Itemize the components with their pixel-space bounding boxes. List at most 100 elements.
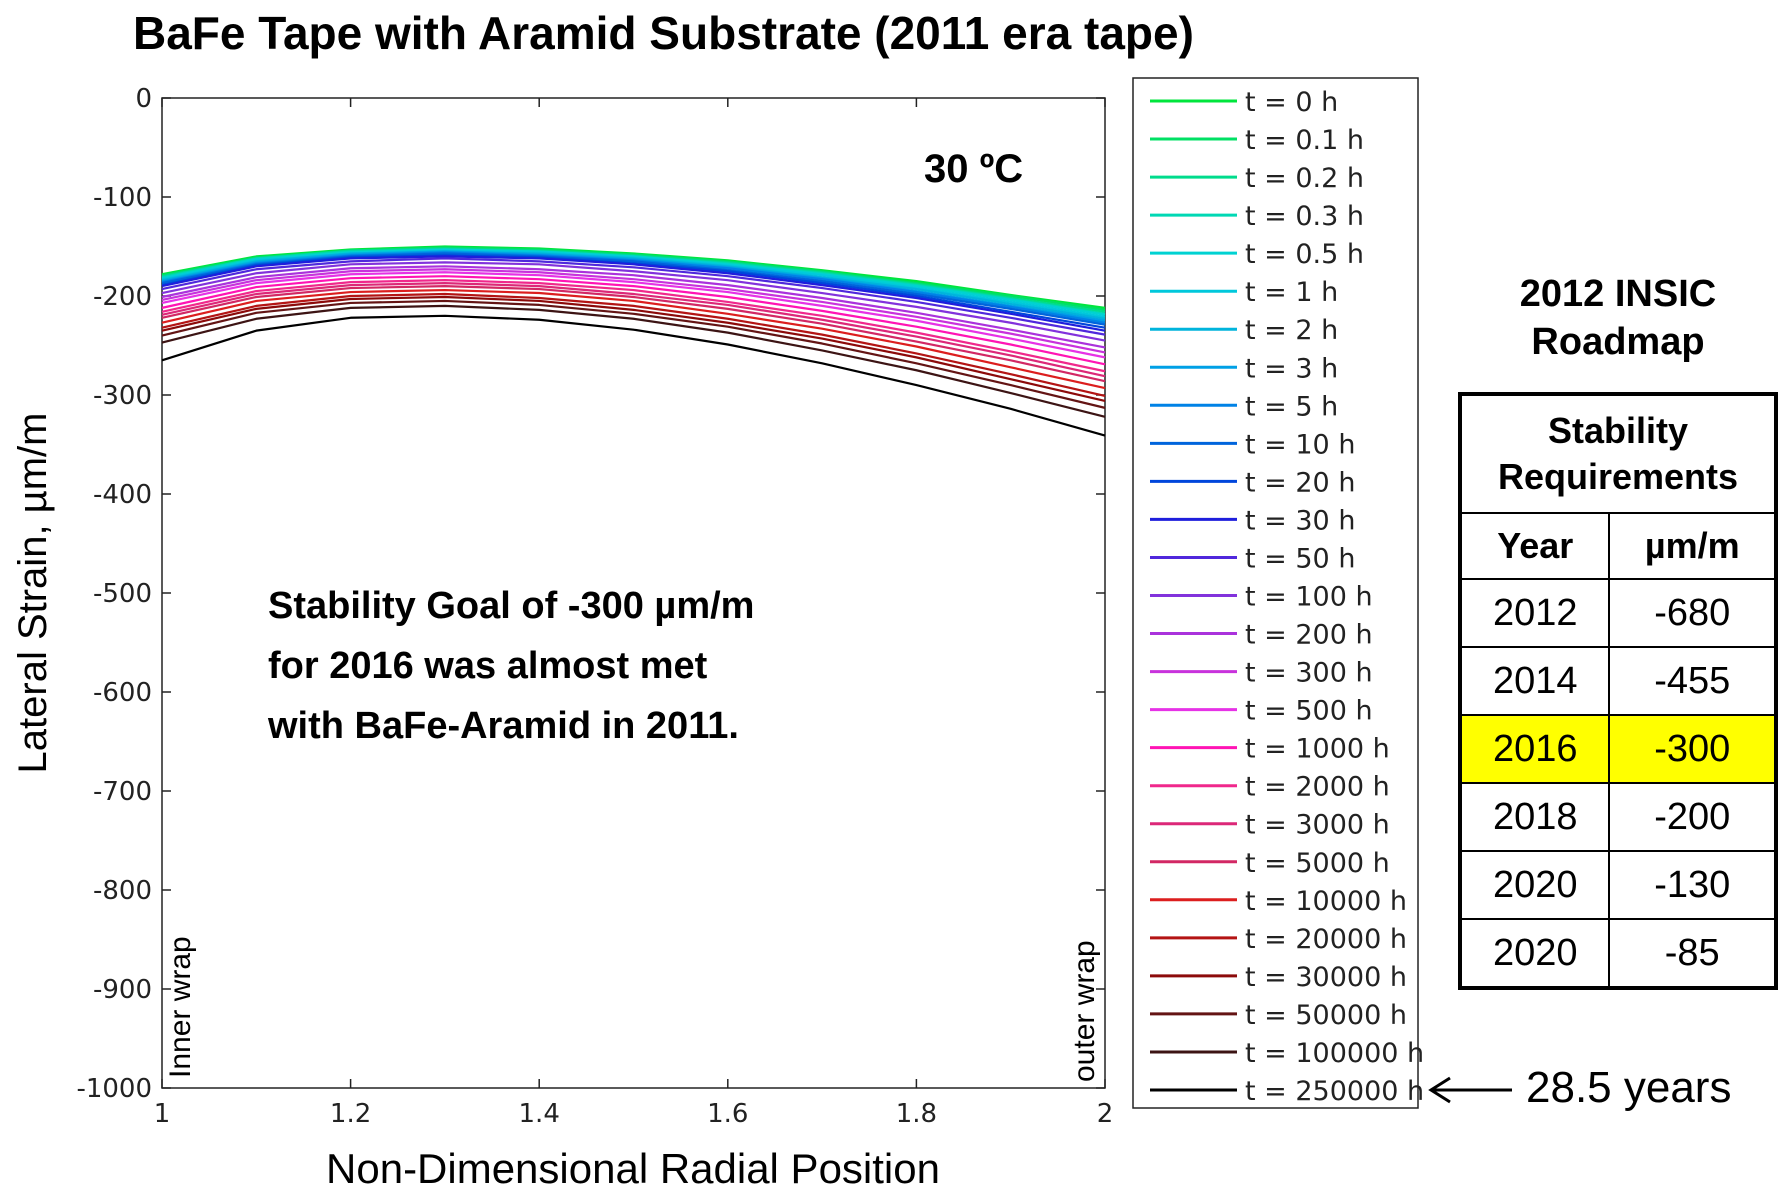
table-header-line-1: Stability bbox=[1547, 410, 1689, 451]
legend-label: t = 0 h bbox=[1245, 87, 1338, 118]
table-row: 2014 -455 bbox=[1458, 646, 1777, 716]
series-line bbox=[161, 295, 1106, 403]
legend-label: t = 30000 h bbox=[1245, 962, 1407, 993]
table-header: Stability Requirements bbox=[1459, 393, 1777, 514]
legend-label: t = 0.5 h bbox=[1245, 239, 1364, 270]
year-cell: 2014 bbox=[1458, 646, 1611, 716]
legend-label: t = 5000 h bbox=[1245, 848, 1390, 879]
year-cell: 2012 bbox=[1458, 578, 1611, 648]
legend-label: t = 500 h bbox=[1245, 696, 1373, 727]
x-tick-label: 1.6 bbox=[707, 1099, 748, 1129]
y-tick-label: -500 bbox=[93, 579, 152, 609]
outer-wrap-label: outer wrap bbox=[1068, 940, 1101, 1082]
value-cell: -680 bbox=[1608, 578, 1777, 648]
y-tick-label: 0 bbox=[135, 84, 152, 114]
legend-label: t = 100 h bbox=[1245, 582, 1373, 613]
series-line bbox=[161, 275, 1106, 366]
table-row: 2020 -130 bbox=[1458, 850, 1777, 920]
year-cell: 2020 bbox=[1458, 850, 1611, 920]
x-axis: 1 1.2 1.4 1.6 1.8 2 bbox=[154, 98, 1114, 1129]
series-lines bbox=[161, 245, 1106, 437]
legend-label: t = 300 h bbox=[1245, 658, 1373, 689]
chart-title: BaFe Tape with Aramid Substrate (2011 er… bbox=[133, 7, 1194, 59]
legend-label: t = 0.1 h bbox=[1245, 125, 1364, 156]
legend-label: t = 100000 h bbox=[1245, 1038, 1424, 1069]
series-line bbox=[161, 268, 1106, 354]
series-line bbox=[161, 314, 1106, 437]
legend-label: t = 200 h bbox=[1245, 620, 1373, 651]
y-axis-label: Lateral Strain, µm/m bbox=[11, 413, 55, 774]
legend-label: t = 10 h bbox=[1245, 429, 1355, 460]
value-cell: -300 bbox=[1608, 714, 1777, 784]
year-cell: 2020 bbox=[1458, 918, 1611, 989]
series-line bbox=[161, 261, 1106, 342]
x-tick-label: 1 bbox=[154, 1099, 171, 1129]
y-axis: 0 -100 -200 -300 -400 -500 -600 -700 -800 -900 -10… bbox=[76, 84, 1105, 1104]
column-header-unit: µm/m bbox=[1608, 512, 1777, 580]
table-body: 2012 -680 2014 -455 2016 -300 2018 -200 2020 -130… bbox=[1458, 578, 1777, 989]
goal-annotation-line-1: Stability Goal of -300 µm/m bbox=[268, 585, 754, 627]
y-tick-label: -900 bbox=[93, 975, 152, 1005]
legend-label: t = 10000 h bbox=[1245, 886, 1407, 917]
stability-requirements-table: Stability Requirements Year µm/m 2012 -68… bbox=[1458, 392, 1778, 990]
legend-label: t = 2000 h bbox=[1245, 772, 1390, 803]
legend-label: t = 20000 h bbox=[1245, 924, 1407, 955]
y-tick-label: -800 bbox=[93, 876, 152, 906]
table-row: 2020 -85 bbox=[1458, 918, 1777, 989]
year-cell: 2016 bbox=[1458, 714, 1611, 784]
series-line bbox=[161, 304, 1106, 418]
series-line bbox=[161, 271, 1106, 359]
y-tick-label: -1000 bbox=[76, 1074, 152, 1104]
x-tick-label: 2 bbox=[1097, 1099, 1114, 1129]
roadmap-title: 2012 INSIC Roadmap bbox=[1458, 270, 1778, 366]
x-axis-label: Non-Dimensional Radial Position bbox=[326, 1145, 940, 1192]
legend-label: t = 3 h bbox=[1245, 353, 1338, 384]
legend-label: t = 1000 h bbox=[1245, 734, 1390, 765]
column-header-year: Year bbox=[1458, 512, 1611, 580]
y-tick-label: -400 bbox=[93, 480, 152, 510]
legend: t = 0 h t = 0.1 h t = 0.2 h t = 0.3 h t = 0.… bbox=[1150, 87, 1424, 1107]
series-line bbox=[161, 292, 1106, 398]
legend-label: t = 250000 h bbox=[1245, 1076, 1424, 1107]
roadmap-title-line-2: Roadmap bbox=[1531, 321, 1705, 363]
y-tick-label: -200 bbox=[93, 282, 152, 312]
series-line bbox=[161, 288, 1106, 390]
value-cell: -200 bbox=[1608, 782, 1777, 852]
x-tick-label: 1.4 bbox=[519, 1099, 560, 1129]
series-line bbox=[161, 279, 1106, 373]
series-line bbox=[161, 299, 1106, 409]
year-cell: 2018 bbox=[1458, 782, 1611, 852]
value-cell: -130 bbox=[1608, 850, 1777, 920]
series-line bbox=[161, 282, 1106, 378]
x-tick-label: 1.2 bbox=[330, 1099, 371, 1129]
inner-wrap-label: Inner wrap bbox=[164, 936, 197, 1078]
arrow-annotation: 28.5 years bbox=[1526, 1063, 1732, 1112]
y-tick-label: -100 bbox=[93, 183, 152, 213]
table-row: 2018 -200 bbox=[1458, 782, 1777, 852]
roadmap-title-line-1: 2012 INSIC bbox=[1519, 273, 1717, 315]
temperature-annotation: 30 ºC bbox=[924, 147, 1023, 191]
legend-box bbox=[1132, 77, 1419, 1109]
value-cell: -85 bbox=[1608, 918, 1777, 989]
goal-annotation-line-2: for 2016 was almost met bbox=[268, 645, 708, 687]
legend-label: t = 0.3 h bbox=[1245, 201, 1364, 232]
legend-label: t = 2 h bbox=[1245, 315, 1338, 346]
legend-label: t = 0.2 h bbox=[1245, 163, 1364, 194]
series-line bbox=[161, 265, 1106, 349]
y-tick-label: -300 bbox=[93, 381, 152, 411]
legend-label: t = 5 h bbox=[1245, 391, 1338, 422]
legend-label: t = 20 h bbox=[1245, 467, 1355, 498]
table-row: 2016 -300 bbox=[1458, 714, 1777, 784]
series-line bbox=[161, 285, 1106, 383]
series-line bbox=[161, 257, 1106, 336]
table-header-line-2: Requirements bbox=[1497, 456, 1739, 497]
y-tick-label: -600 bbox=[93, 678, 152, 708]
arrow-icon bbox=[1428, 1076, 1512, 1104]
x-tick-label: 1.8 bbox=[896, 1099, 937, 1129]
legend-label: t = 30 h bbox=[1245, 505, 1355, 536]
goal-annotation-line-3: with BaFe-Aramid in 2011. bbox=[267, 705, 739, 747]
legend-label: t = 50 h bbox=[1245, 543, 1355, 574]
legend-label: t = 3000 h bbox=[1245, 810, 1390, 841]
series-line bbox=[161, 255, 1106, 332]
